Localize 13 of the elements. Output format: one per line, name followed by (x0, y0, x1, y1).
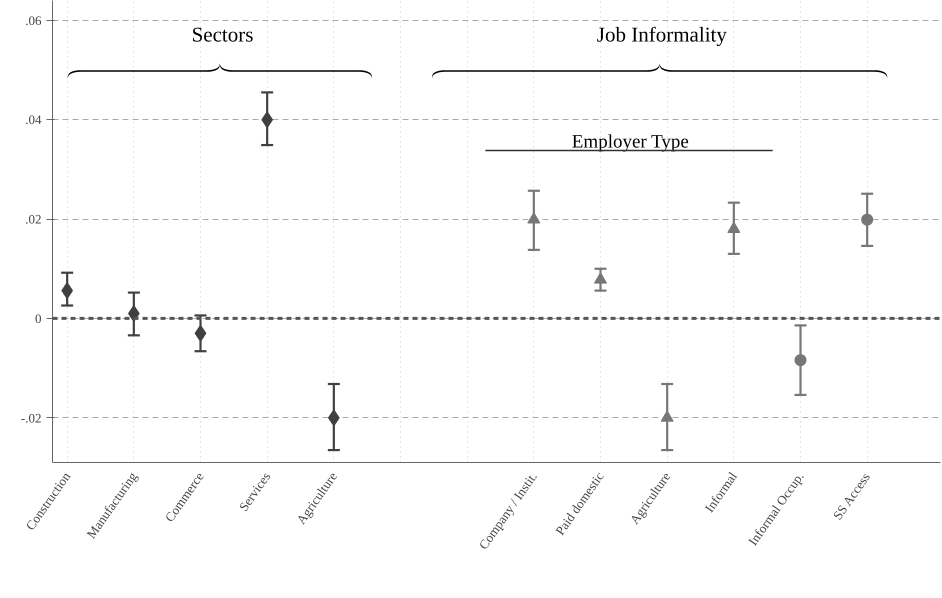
y-tick-label: -.02 (20, 410, 42, 426)
point (594, 272, 607, 284)
y-tick-label: 0 (35, 310, 42, 326)
point (727, 222, 740, 233)
y-tick-label: .04 (25, 112, 42, 128)
y-tick-label: .02 (25, 212, 42, 227)
point (527, 212, 540, 224)
point (861, 214, 874, 226)
y-tick-label: .06 (25, 12, 42, 28)
point (794, 354, 806, 366)
annotation: Sectors (192, 22, 254, 46)
annotation: Job Informality (596, 22, 728, 46)
annotation: Employer Type (572, 132, 689, 153)
